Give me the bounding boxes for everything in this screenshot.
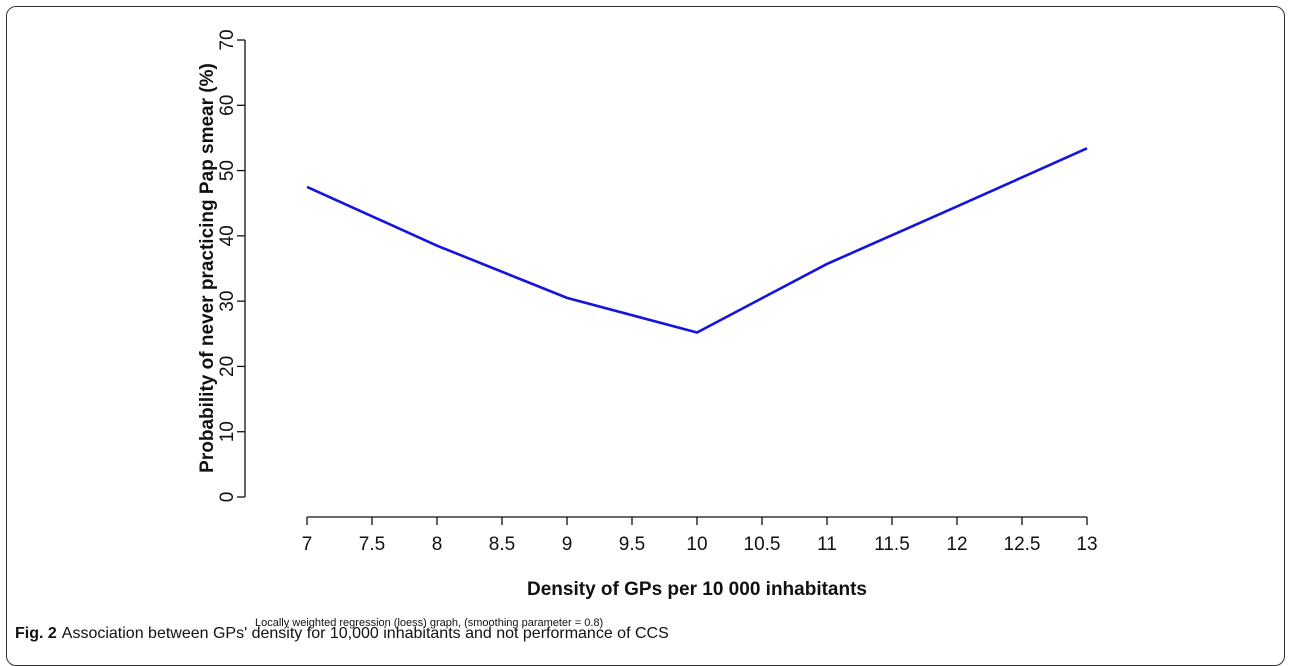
x-tick-label: 12.5 — [1004, 534, 1041, 555]
y-tick-label: 40 — [217, 225, 238, 246]
y-tick-label: 20 — [217, 356, 238, 377]
x-tick-label: 7 — [302, 534, 313, 555]
x-tick-label: 9.5 — [619, 534, 645, 555]
y-tick-label: 0 — [217, 492, 238, 503]
x-tick-label: 12 — [946, 534, 967, 555]
x-tick-label: 10 — [686, 534, 707, 555]
caption: Fig. 2 Association between GPs' density f… — [15, 625, 669, 642]
y-tick-label: 30 — [217, 291, 238, 312]
x-tick-label: 8.5 — [489, 534, 515, 555]
y-tick-label: 50 — [217, 160, 238, 181]
x-tick-label: 7.5 — [359, 534, 385, 555]
annotation: Locally weighted regression (loess) grap… — [255, 617, 603, 629]
x-tick-label: 11.5 — [874, 534, 910, 555]
x-axis-title: Density of GPs per 10 000 inhabitants — [527, 579, 867, 600]
y-axis-title: Probability of never practicing Pap smea… — [197, 63, 218, 473]
y-tick-label: 70 — [217, 29, 238, 50]
x-tick-label: 8 — [432, 534, 443, 555]
y-tick-label: 10 — [217, 421, 238, 442]
y-tick-label: 60 — [217, 95, 238, 116]
x-tick-label: 9 — [562, 534, 573, 555]
x-tick-label: 13 — [1076, 534, 1097, 555]
data-line — [306, 147, 1088, 334]
caption-label: Fig. 2 — [15, 625, 57, 642]
chart: Density of GPs per 10 000 inhabitants Pr… — [15, 29, 1098, 642]
x-tick-label: 10.5 — [744, 534, 781, 555]
x-tick-label: 11 — [817, 534, 837, 555]
caption-text: Association between GPs' density for 10,… — [62, 625, 669, 642]
